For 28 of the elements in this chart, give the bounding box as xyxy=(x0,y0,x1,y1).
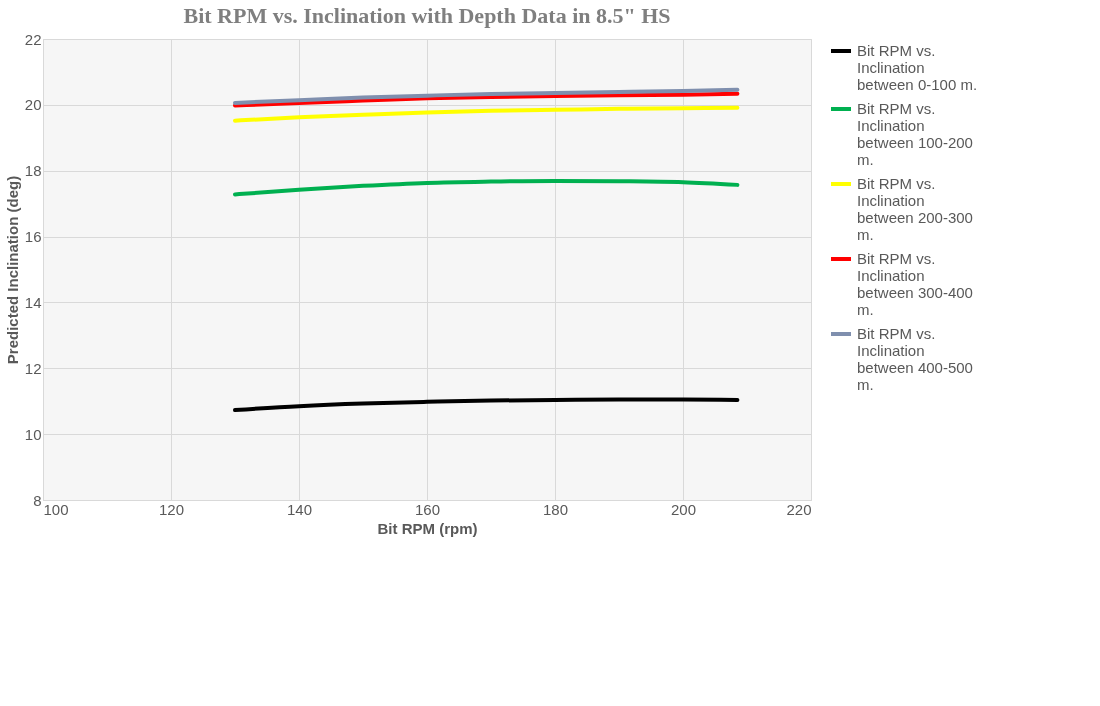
x-tick-label: 180 xyxy=(542,500,569,518)
y-tick-label: 10 xyxy=(24,425,42,443)
y-tick-label: 22 xyxy=(24,30,42,48)
y-tick-label: 14 xyxy=(24,293,42,311)
x-tick-label: 220 xyxy=(786,500,812,518)
legend-label: Bit RPM vs. Inclination between 0-100 m. xyxy=(857,42,978,93)
legend-label: Bit RPM vs. Inclination between 200-300 m. xyxy=(857,175,973,243)
legend-label: Bit RPM vs. Inclination between 100-200 m. xyxy=(857,100,973,168)
line-series xyxy=(233,91,740,108)
line-series xyxy=(233,178,740,197)
x-tick-label: 140 xyxy=(286,500,313,518)
legend-label: Bit RPM vs. Inclination between 400-500 m. xyxy=(857,325,973,393)
x-tick-label: 160 xyxy=(414,500,441,518)
x-tick-label: 120 xyxy=(158,500,185,518)
line-series xyxy=(233,397,740,413)
chart-title: Bit RPM vs. Inclination with Depth Data in 8.5" HS xyxy=(183,3,671,28)
x-tick-label: 100 xyxy=(43,500,69,518)
y-tick-label: 16 xyxy=(24,228,42,246)
y-axis-title: Predicted Inclination (deg) xyxy=(3,175,21,365)
line-series xyxy=(233,105,740,123)
legend-label: Bit RPM vs. Inclination between 300-400 m. xyxy=(857,250,973,318)
y-tick-label: 20 xyxy=(24,96,42,114)
y-tick-label: 18 xyxy=(24,162,42,180)
y-tick-label: 12 xyxy=(24,359,42,377)
x-tick-label: 200 xyxy=(670,500,697,518)
line-series xyxy=(233,87,740,105)
y-tick-label: 8 xyxy=(33,491,42,509)
x-axis-title: Bit RPM (rpm) xyxy=(377,519,478,537)
